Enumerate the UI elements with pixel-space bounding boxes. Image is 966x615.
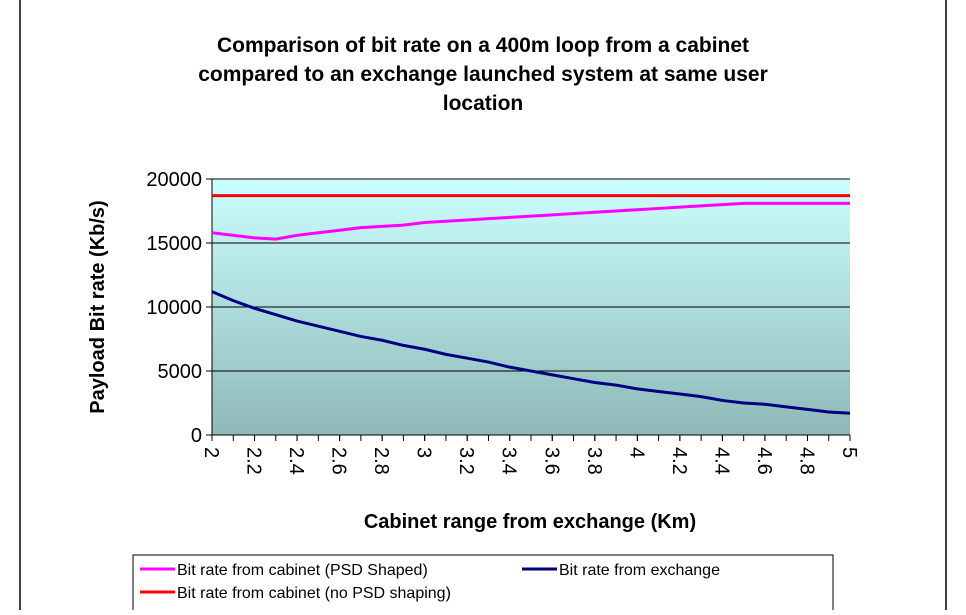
x-tick-label: 5 — [838, 447, 860, 458]
y-tick-label: 15000 — [146, 233, 202, 255]
line-series — [211, 201, 850, 241]
x-tick-label: 4 — [625, 447, 647, 458]
x-tick-label: 4.2 — [668, 447, 690, 475]
legend-box — [132, 554, 834, 615]
y-tick-label: 5000 — [158, 361, 203, 383]
legend-label: Bit rate from cabinet (PSD Shaped) — [177, 562, 428, 579]
x-axis-label: Cabinet range from exchange (Km) — [364, 511, 696, 533]
x-tick-label: 2.6 — [328, 447, 350, 475]
y-tick-label: 10000 — [146, 297, 202, 319]
x-tick-label: 2.8 — [370, 447, 392, 475]
x-tick-label: 2.2 — [243, 447, 265, 475]
x-tick-label: 4.8 — [795, 447, 817, 475]
chart-title: Comparison of bit rate on a 400m loop fr… — [198, 34, 768, 115]
x-tick-label: 2.4 — [285, 447, 307, 475]
x-tick-label: 4.6 — [753, 447, 775, 475]
x-tick-label: 3.8 — [583, 447, 605, 475]
y-tick-label: 0 — [191, 425, 202, 447]
x-tick-label: 3.6 — [540, 447, 562, 475]
y-tick-label: 20000 — [146, 169, 202, 191]
x-tick-label: 4.4 — [710, 447, 732, 475]
x-tick-label: 3 — [413, 447, 435, 458]
legend-label: Bit rate from exchange — [559, 562, 720, 579]
x-tick-label: 3.2 — [455, 447, 477, 475]
legend-label: Bit rate from cabinet (no PSD shaping) — [177, 585, 451, 602]
x-tick-label: 2 — [200, 447, 222, 458]
x-tick-label: 3.4 — [498, 447, 520, 475]
line-series — [211, 290, 851, 415]
y-axis-label: Payload Bit rate (Kb/s) — [87, 200, 109, 413]
